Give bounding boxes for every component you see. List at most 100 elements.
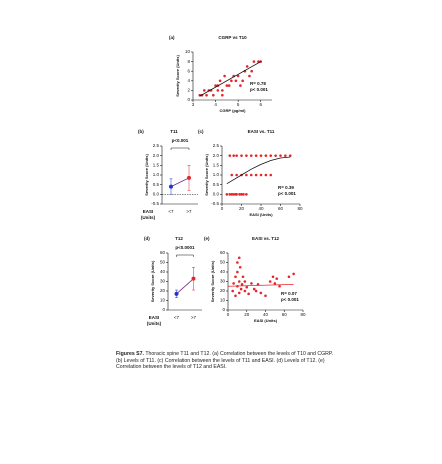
data-point xyxy=(275,277,279,280)
y-tick-label: -0.5 xyxy=(151,201,159,206)
y-tick-label: 60 xyxy=(160,250,166,255)
data-point xyxy=(230,173,234,177)
chart-title: T12 xyxy=(175,236,183,241)
annotation: p< 0.001 xyxy=(278,191,296,196)
data-point xyxy=(250,282,253,285)
x-tick-label: 80 xyxy=(300,312,306,317)
data-point xyxy=(231,289,234,293)
data-point xyxy=(252,287,256,291)
data-point xyxy=(242,193,245,196)
data-point xyxy=(241,79,244,83)
x-tick-label: 60 xyxy=(278,206,284,211)
data-point xyxy=(205,93,208,97)
fit-line xyxy=(227,283,294,287)
mean-point xyxy=(174,291,179,296)
data-point xyxy=(221,89,224,92)
x-tick-label: >7 xyxy=(191,315,197,320)
data-point xyxy=(234,79,238,83)
y-tick-label: 10 xyxy=(185,49,191,54)
y-tick-label: 0.5 xyxy=(213,182,220,187)
data-point xyxy=(252,60,256,63)
y-tick-label: 0.0 xyxy=(213,192,220,197)
x-tick-label: 5 xyxy=(237,102,240,107)
data-point xyxy=(221,93,224,97)
y-tick-label: 0 xyxy=(162,307,165,312)
data-point xyxy=(264,154,268,157)
x-tick-label: 20 xyxy=(244,312,250,317)
chart-title: CGRP vs T10 xyxy=(218,35,247,40)
data-point xyxy=(225,193,229,196)
data-point xyxy=(236,261,239,264)
y-tick-label: 4 xyxy=(187,78,190,83)
x-axis-label: EASI xyxy=(149,315,160,320)
x-tick-label: 6 xyxy=(259,102,262,107)
data-point xyxy=(279,154,282,157)
y-tick-label: 1.5 xyxy=(153,163,160,168)
x-tick-label: 40 xyxy=(258,206,264,211)
figure: (a) CGRP vs T10 Severity Score (Units) 0 2 4 6… xyxy=(138,35,306,326)
mean-line xyxy=(176,278,194,295)
data-point xyxy=(237,256,241,260)
x-tick-label: 60 xyxy=(282,312,288,317)
x-tick-label: 4 xyxy=(214,102,217,107)
y-axis-label: Severity Score (Units) xyxy=(204,154,209,196)
data-point xyxy=(287,275,291,279)
data-point xyxy=(259,173,263,177)
mean-point xyxy=(191,276,196,281)
caption-text: Thoracic spine T11 and T12. (a) Correlat… xyxy=(116,351,334,371)
y-tick-label: 50 xyxy=(220,260,226,265)
data-point xyxy=(288,154,292,157)
data-point xyxy=(247,292,250,296)
y-axis-label: Severity Score (Units) xyxy=(210,260,215,302)
y-tick-label: 50 xyxy=(160,260,166,265)
data-point xyxy=(264,294,267,298)
significance-bracket xyxy=(170,147,190,150)
x-tick-label: >7 xyxy=(186,209,192,214)
data-point xyxy=(249,154,253,157)
caption-label: Figures S7. xyxy=(116,351,144,357)
annotation: R= 0.07 xyxy=(281,291,297,296)
data-point xyxy=(259,154,263,157)
y-tick-label: 1.0 xyxy=(153,172,160,177)
data-point xyxy=(225,84,229,87)
data-point xyxy=(274,154,277,157)
y-tick-label: 8 xyxy=(187,59,190,64)
fit-line xyxy=(199,61,261,97)
x-tick-label: 3 xyxy=(192,102,195,107)
y-tick-label: 0 xyxy=(222,307,225,312)
panel-label: (b) xyxy=(138,129,144,134)
y-axis-label: Severity Score (Units) xyxy=(175,55,180,97)
data-point xyxy=(245,285,249,289)
data-point xyxy=(269,173,273,177)
x-tick-label: <7 xyxy=(174,315,180,320)
x-axis-label: CGRP (pg/ml) xyxy=(220,108,247,113)
data-point xyxy=(249,173,253,177)
y-tick-label: 0.0 xyxy=(153,192,160,197)
data-point xyxy=(234,294,237,298)
x-axis-label: EASI (Units) xyxy=(254,318,278,323)
data-point xyxy=(240,154,243,157)
data-point xyxy=(278,284,281,288)
y-tick-label: 60 xyxy=(220,250,226,255)
panel-label: (e) xyxy=(204,236,210,241)
data-point xyxy=(236,74,240,78)
data-point xyxy=(230,79,233,83)
data-point xyxy=(254,154,258,157)
y-tick-label: 1.5 xyxy=(213,163,220,168)
data-point xyxy=(238,265,242,269)
y-tick-label: 0 xyxy=(187,97,190,102)
fit-line xyxy=(226,156,291,185)
y-tick-label: -0.5 xyxy=(211,201,219,206)
data-point xyxy=(228,193,232,196)
data-point xyxy=(240,193,243,196)
p-value: p<0.0001 xyxy=(175,245,195,250)
data-point xyxy=(245,154,248,157)
data-point xyxy=(232,193,235,196)
y-tick-label: 40 xyxy=(220,269,226,274)
data-point xyxy=(218,79,222,83)
data-point xyxy=(235,193,238,196)
data-point xyxy=(271,275,275,279)
x-axis-label: EASI (Units) xyxy=(249,212,273,217)
data-point xyxy=(230,193,234,196)
